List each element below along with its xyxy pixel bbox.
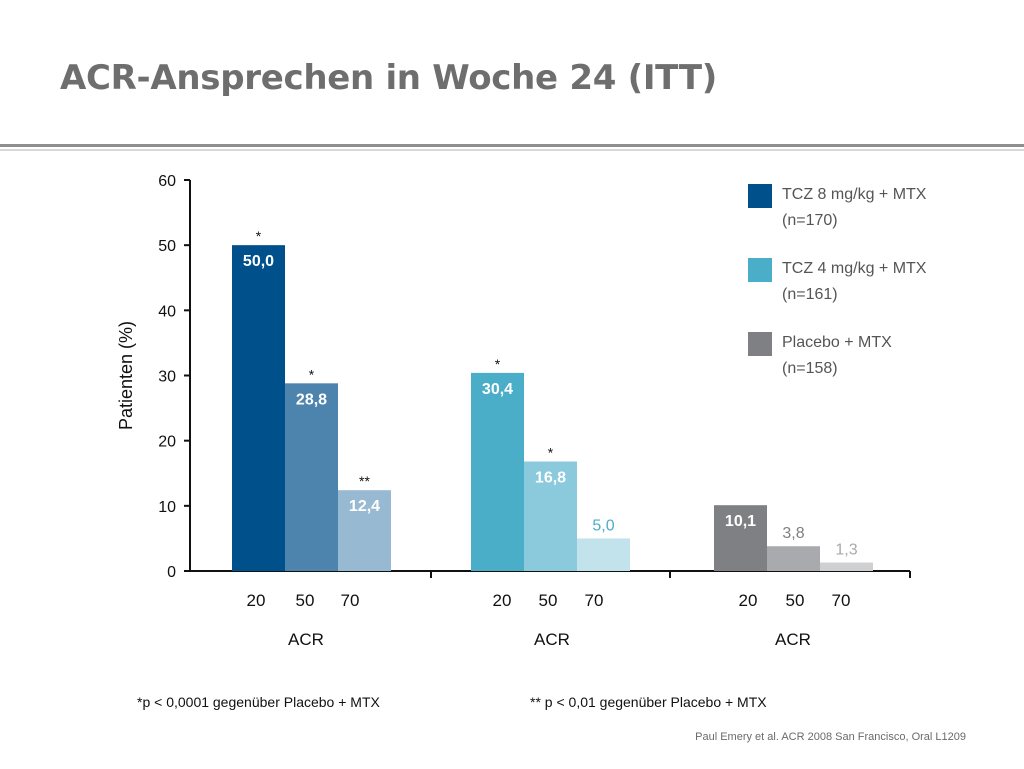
data-label: 50,0 [243,253,274,270]
significance-marker: ** [359,473,370,489]
x-tick-label: 20 [247,591,266,610]
legend-series-n: (n=170) [782,212,838,229]
legend-label: TCZ 4 mg/kg + MTX (n=161) [782,256,926,308]
x-tick-label: 70 [585,591,604,610]
legend-swatch [748,184,772,208]
footnote-double-star: ** p < 0,01 gegenüber Placebo + MTX [530,694,767,710]
x-axis-label: ACR [288,630,324,649]
x-tick-label: 70 [341,591,360,610]
legend-item-tcz8: TCZ 8 mg/kg + MTX (n=170) [748,182,988,256]
y-tick-label: 20 [158,434,176,451]
legend-swatch [748,258,772,282]
source-citation: Paul Emery et al. ACR 2008 San Francisco… [695,731,966,743]
x-axis-label: ACR [775,630,811,649]
data-label: 1,3 [835,542,857,559]
legend-item-tcz4: TCZ 4 mg/kg + MTX (n=161) [748,256,988,330]
bar [524,461,577,571]
footnote-single-star: *p < 0,0001 gegenüber Placebo + MTX [137,694,380,710]
bar [471,372,524,571]
x-tick-label: 20 [493,591,512,610]
legend-item-placebo: Placebo + MTX (n=158) [748,330,988,404]
bar [338,490,391,571]
data-label: 12,4 [349,498,380,515]
data-label: 28,8 [296,391,327,408]
x-tick-label: 70 [832,591,851,610]
bar [285,383,338,571]
legend-label: Placebo + MTX (n=158) [782,330,892,382]
page-title: ACR-Ansprechen in Woche 24 (ITT) [60,58,717,98]
bar [820,562,873,571]
title-divider [0,144,1024,147]
bar [577,538,630,571]
legend-label: TCZ 8 mg/kg + MTX (n=170) [782,182,926,234]
significance-marker: * [548,445,554,461]
legend-series-name: Placebo + MTX [782,334,892,351]
significance-marker: * [309,366,315,382]
y-tick-label: 30 [158,369,176,386]
y-tick-label: 0 [167,564,176,581]
chart-legend: TCZ 8 mg/kg + MTX (n=170) TCZ 4 mg/kg + … [748,182,988,404]
legend-series-n: (n=158) [782,360,838,377]
x-tick-label: 50 [296,591,315,610]
y-axis-label: Patienten (%) [116,321,136,430]
legend-series-name: TCZ 4 mg/kg + MTX [782,260,927,277]
data-label: 16,8 [535,470,566,487]
x-tick-label: 50 [786,591,805,610]
data-label: 5,0 [592,517,614,534]
data-label: 30,4 [482,381,513,398]
data-label: 3,8 [782,525,804,542]
x-tick-label: 50 [539,591,558,610]
legend-series-n: (n=161) [782,286,838,303]
y-tick-label: 60 [158,173,176,190]
title-divider-light [0,149,1024,151]
y-tick-label: 40 [158,303,176,320]
bar [714,505,767,571]
significance-marker: * [256,228,262,244]
data-label: 10,1 [725,513,756,530]
y-tick-label: 10 [158,499,176,516]
y-tick-label: 50 [158,238,176,255]
x-tick-label: 20 [739,591,758,610]
significance-marker: * [495,356,501,372]
bar [767,546,820,571]
legend-series-name: TCZ 8 mg/kg + MTX [782,186,927,203]
x-axis-label: ACR [534,630,570,649]
legend-swatch [748,332,772,356]
bar [232,245,285,571]
